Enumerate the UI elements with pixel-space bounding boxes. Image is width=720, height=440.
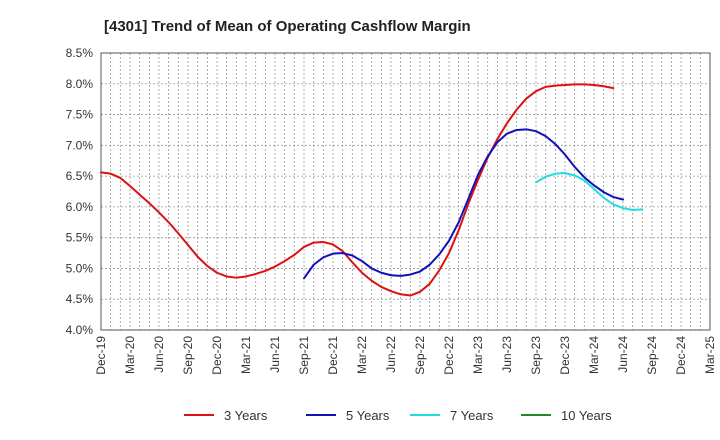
legend-label: 3 Years [224,408,268,423]
x-axis-ticks: Dec-19 Mar-20 Jun-20 Sep-20 Dec-20 Mar-21 Jun-… [94,336,717,375]
y-axis-ticks: 4.0% 4.5% 5.0% 5.5% 6.0% 6.5% 7.0% 7.5% 8.0% 8.5% [66,46,94,337]
x-tick-label: Sep-23 [529,336,543,375]
series-line-3-years [100,83,615,297]
x-tick-label: Jun-21 [268,336,282,373]
series-lines [100,83,644,297]
y-tick-label: 6.0% [66,200,94,214]
y-tick-label: 4.5% [66,292,94,306]
x-tick-label: Dec-21 [326,336,340,375]
series-line-7-years [535,172,644,211]
y-tick-label: 5.5% [66,231,94,245]
x-tick-label: Jun-22 [384,336,398,373]
x-tick-label: Mar-22 [355,336,369,374]
x-tick-label: Dec-24 [674,336,688,375]
legend-label: 10 Years [561,408,612,423]
x-tick-label: Mar-24 [587,336,601,374]
x-tick-label: Jun-20 [152,336,166,373]
x-tick-label: Sep-20 [181,336,195,375]
x-tick-label: Sep-24 [645,336,659,375]
y-tick-label: 8.0% [66,77,94,91]
y-tick-label: 8.5% [66,46,94,60]
x-tick-label: Jun-24 [616,336,630,373]
legend-label: 7 Years [450,408,494,423]
x-tick-label: Jun-23 [500,336,514,373]
y-tick-label: 5.0% [66,261,94,275]
chart-title: [4301] Trend of Mean of Operating Cashfl… [104,18,471,35]
x-tick-label: Mar-23 [471,336,485,374]
legend: 3 Years 5 Years 7 Years 10 Years [184,408,612,423]
plot-border [100,52,711,331]
legend-label: 5 Years [346,408,390,423]
y-tick-label: 7.5% [66,108,94,122]
plot-frame [100,52,711,331]
x-tick-label: Mar-21 [239,336,253,374]
x-tick-label: Sep-21 [297,336,311,375]
y-tick-label: 6.5% [66,169,94,183]
x-tick-label: Mar-25 [703,336,717,374]
y-tick-label: 4.0% [66,323,94,337]
x-tick-label: Dec-23 [558,336,572,375]
x-tick-label: Dec-22 [442,336,456,375]
x-tick-label: Sep-22 [413,336,427,375]
x-tick-label: Dec-19 [94,336,108,375]
x-tick-label: Dec-20 [210,336,224,375]
series-line-5-years [303,128,624,280]
x-tick-label: Mar-20 [123,336,137,374]
y-tick-label: 7.0% [66,138,94,152]
grid-lines [100,52,711,331]
